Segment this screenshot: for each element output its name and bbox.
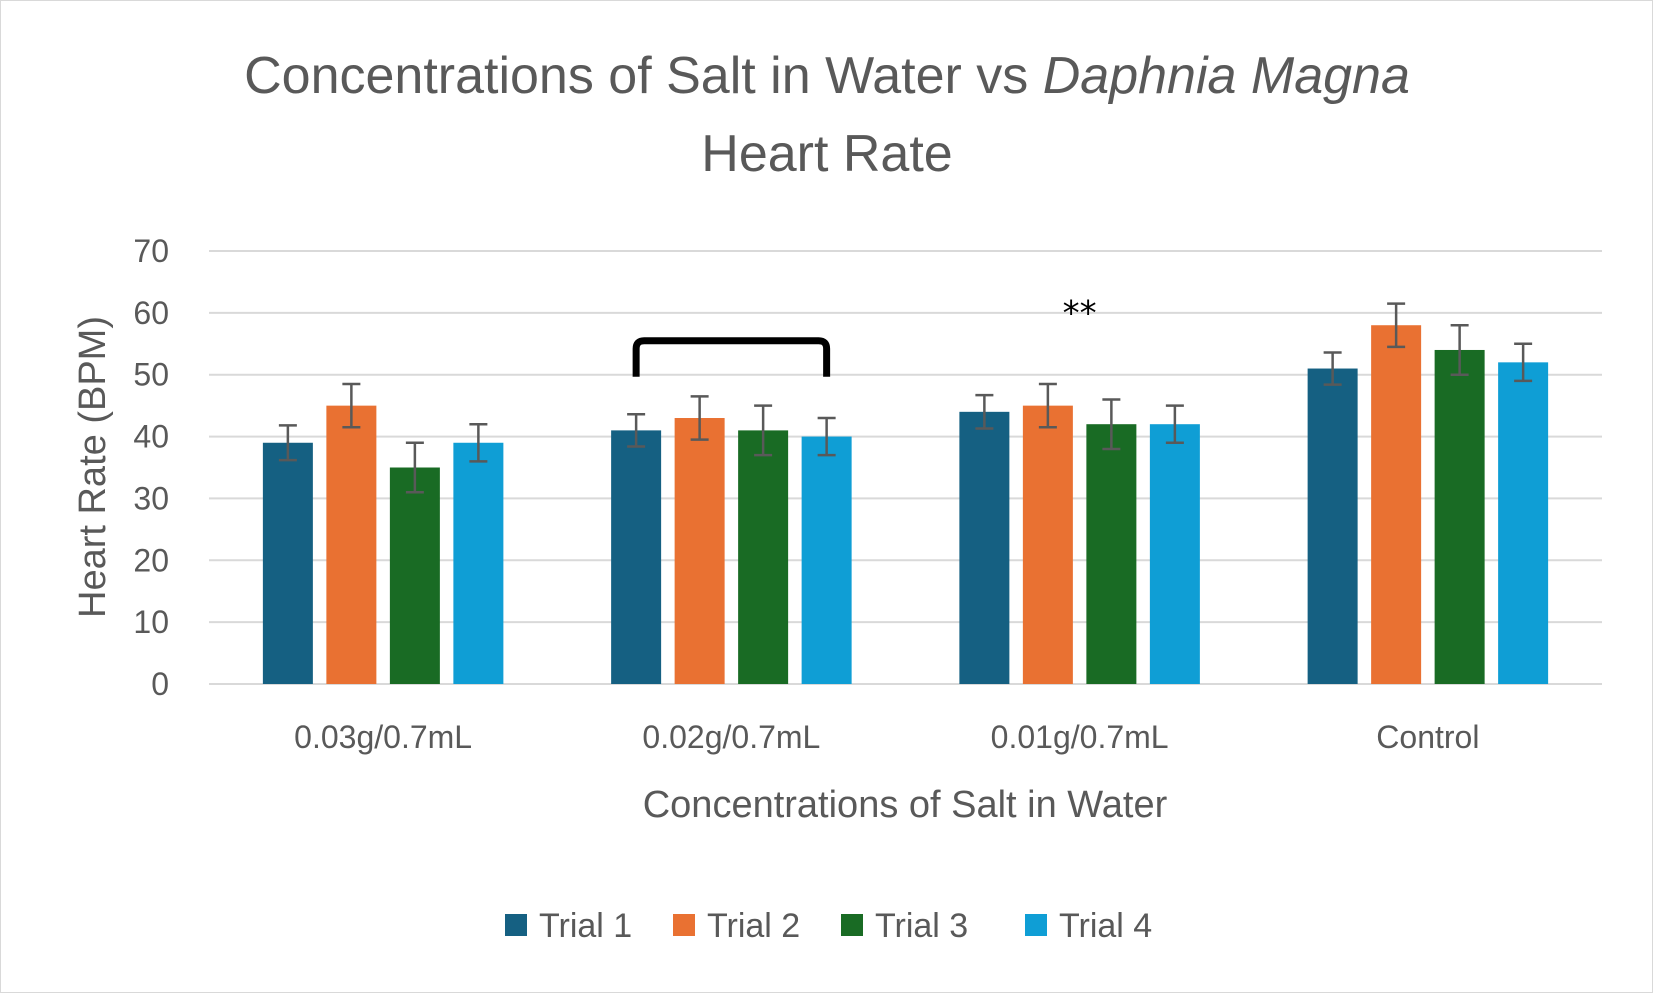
error-bar [1102,398,1121,451]
legend-swatch [673,914,695,936]
error-bar [1514,342,1533,383]
x-tick-label: 0.03g/0.7mL [294,719,472,755]
y-tick-label: 10 [133,604,169,640]
legend-item: Trial 4 [1025,907,1152,945]
chart-title-line2: Heart Rate [701,125,952,183]
error-bar [1038,382,1057,429]
legend-swatch [841,914,863,936]
chart-title-line1: Concentrations of Salt in Water vs Daphn… [244,47,1410,105]
y-tick-label: 70 [133,233,169,269]
bar [738,430,789,684]
y-tick-label: 50 [133,357,169,393]
error-bar [690,395,709,441]
bar [453,442,504,684]
legend-swatch [1025,914,1047,936]
y-tick-label: 30 [133,480,169,516]
error-bar [405,441,424,494]
legend-item: Trial 3 [841,907,968,945]
legend-item: Trial 2 [673,907,800,945]
y-tick-labels: 0 10 20 30 40 50 60 70 [133,233,169,702]
error-bar [975,393,994,430]
x-tick-label: 0.02g/0.7mL [642,719,820,755]
bar [1149,424,1200,684]
legend-label: Trial 3 [875,907,968,945]
bar [1307,368,1358,684]
bar [326,405,377,684]
annotations: ** [632,293,1097,377]
bar [1086,424,1137,684]
significance-bracket [632,337,831,377]
significance-marker: ** [1063,293,1097,333]
error-bar [1450,323,1469,376]
error-bar [754,404,773,457]
legend-item: Trial 1 [505,907,632,945]
x-tick-labels: 0.03g/0.7mL 0.02g/0.7mL 0.01g/0.7mL Control [294,719,1479,755]
x-tick-label: Control [1376,719,1479,755]
bar [1371,325,1422,684]
bar [959,411,1010,684]
y-axis-title: Heart Rate (BPM) [72,316,114,618]
bar [389,467,440,684]
gridlines [209,250,1602,685]
legend-label: Trial 1 [539,907,632,945]
y-tick-label: 0 [151,666,169,702]
legend-swatch [505,914,527,936]
x-axis-title: Concentrations of Salt in Water [643,784,1168,826]
bar [262,442,313,684]
legend-label: Trial 4 [1059,907,1152,945]
bar [801,436,852,684]
bar [674,418,725,684]
bar [1022,405,1073,684]
error-bar [817,416,836,457]
y-tick-label: 40 [133,419,169,455]
error-bar [342,382,361,429]
legend: Trial 1 Trial 2 Trial 3 Trial 4 [505,907,1152,945]
y-tick-label: 60 [133,295,169,331]
x-tick-label: 0.01g/0.7mL [991,719,1169,755]
error-bar [469,422,488,463]
error-bar [1165,404,1184,445]
chart-title-italic: Daphnia Magna [1043,47,1410,105]
bar [1498,362,1549,684]
bar [1434,349,1485,684]
bars [262,325,1549,684]
legend-label: Trial 2 [707,907,800,945]
error-bar [627,413,646,448]
bar [611,430,662,684]
error-bar [1387,302,1406,349]
chart-title-prefix: Concentrations of Salt in Water vs [244,47,1043,105]
error-bar [1323,351,1342,386]
error-bars [278,302,1533,494]
y-tick-label: 20 [133,542,169,578]
error-bar [278,424,297,462]
